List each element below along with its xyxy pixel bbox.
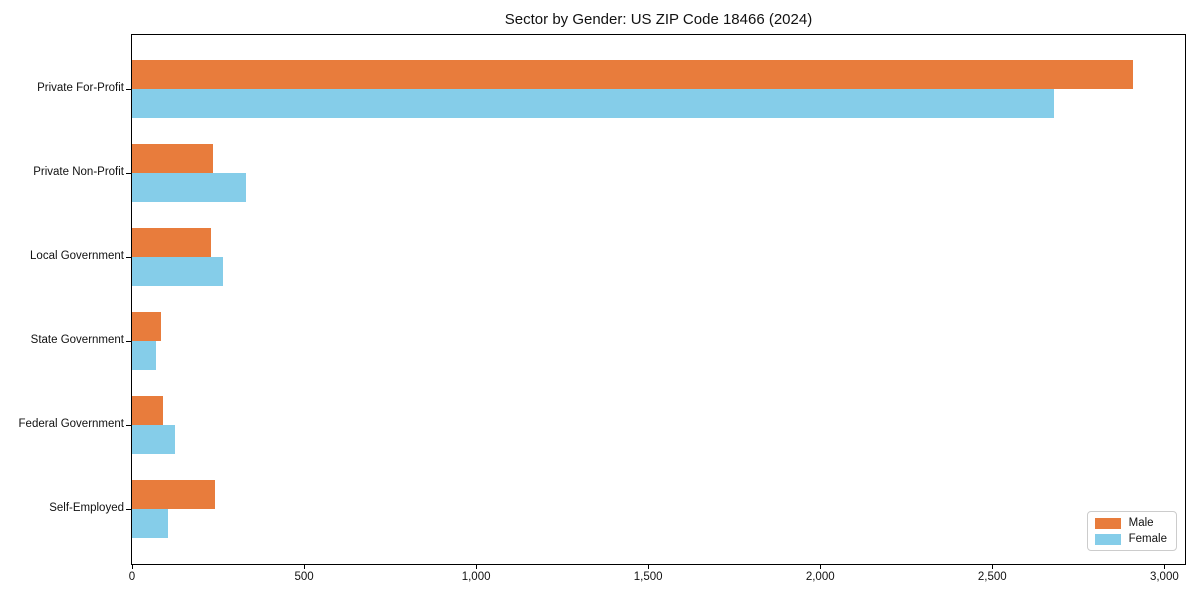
- bar-female-5: [132, 509, 169, 538]
- bar-male-3: [132, 312, 162, 341]
- xtick-mark-6: [1164, 565, 1166, 569]
- legend-swatch-female: [1094, 533, 1121, 545]
- xtick-mark-3: [648, 565, 650, 569]
- legend-entry-female: Female: [1094, 533, 1167, 545]
- xtick-label-5: 2,500: [977, 571, 1007, 583]
- ytick-mark-1: [126, 173, 131, 174]
- bar-male-0: [132, 60, 1134, 89]
- xtick-label-4: 2,000: [805, 571, 835, 583]
- bar-male-1: [132, 144, 213, 173]
- xtick-mark-0: [132, 565, 133, 569]
- bar-female-4: [132, 425, 175, 454]
- xtick-mark-2: [476, 565, 478, 569]
- bar-male-2: [132, 228, 212, 257]
- ytick-label-4: Federal Government: [18, 418, 124, 430]
- bar-female-0: [132, 89, 1055, 118]
- ytick-mark-3: [126, 341, 131, 342]
- legend: Male Female: [1086, 511, 1177, 551]
- xtick-label-3: 1,500: [633, 571, 663, 583]
- ytick-label-1: Private Non-Profit: [33, 166, 124, 178]
- xtick-label-1: 500: [294, 571, 314, 583]
- xtick-mark-1: [304, 565, 306, 569]
- bar-male-5: [132, 480, 215, 509]
- xtick-label-2: 1,000: [461, 571, 491, 583]
- ytick-label-3: State Government: [30, 334, 124, 346]
- xtick-label-0: 0: [128, 571, 136, 583]
- ytick-label-2: Local Government: [30, 250, 124, 262]
- legend-swatch-male: [1094, 517, 1121, 529]
- chart-title: Sector by Gender: US ZIP Code 18466 (202…: [504, 11, 813, 28]
- legend-entry-male: Male: [1094, 517, 1167, 529]
- legend-label-female: Female: [1128, 533, 1167, 545]
- ytick-mark-5: [126, 509, 131, 510]
- ytick-mark-2: [126, 257, 131, 258]
- xtick-mark-4: [820, 565, 822, 569]
- xtick-mark-5: [992, 565, 994, 569]
- ytick-label-5: Self-Employed: [49, 502, 124, 514]
- legend-label-male: Male: [1128, 517, 1154, 529]
- bar-female-2: [132, 257, 224, 286]
- bar-female-3: [132, 341, 157, 370]
- ytick-mark-0: [126, 89, 131, 90]
- xtick-label-6: 3,000: [1149, 571, 1179, 583]
- ytick-label-0: Private For-Profit: [37, 82, 124, 94]
- ytick-mark-4: [126, 425, 131, 426]
- bar-male-4: [132, 396, 163, 425]
- bar-female-1: [132, 173, 246, 202]
- plot-area: Male Female: [131, 34, 1186, 565]
